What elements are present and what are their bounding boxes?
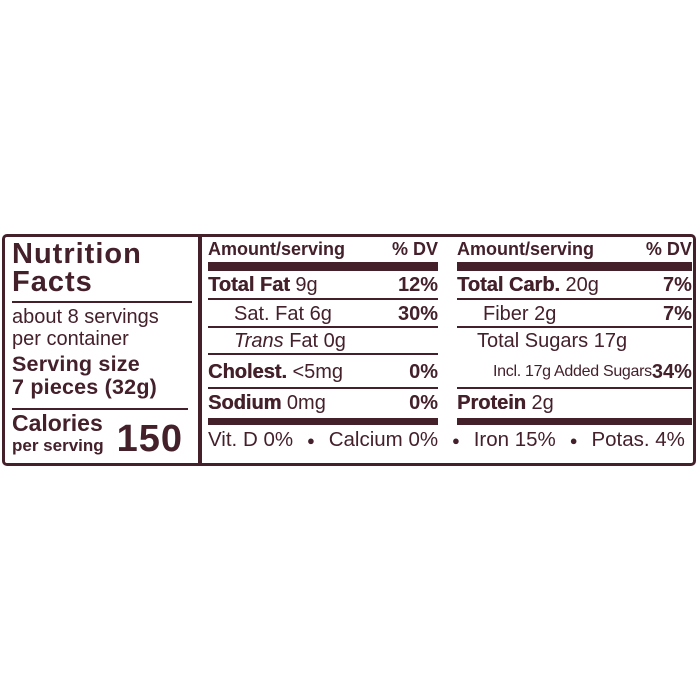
nutrient-name: Incl. 17g Added Sugars — [493, 363, 652, 380]
nutrient-name: Total Fat — [208, 274, 290, 296]
calories-labels: Calories per serving — [12, 410, 104, 455]
servings-line-2: per container — [12, 327, 129, 350]
bullet-separator: ● — [451, 432, 460, 448]
nutrient-amount: 9g — [295, 274, 318, 296]
calories-value: 150 — [116, 418, 184, 460]
nutrient-amount: <5mg — [292, 360, 344, 383]
calories-block: Calories per serving 150 — [12, 410, 194, 460]
nutrient-name: Sodium — [208, 392, 282, 414]
header-amount-serving: Amount/serving — [457, 239, 595, 259]
micronutrient-vitamin-d: Vit. D 0% — [208, 428, 294, 451]
serving-size-value: 7 pieces (32g) — [12, 375, 158, 399]
divider-rule — [12, 301, 192, 303]
nutrient-columns: Amount/serving % DV Total Fat 9g 12% Sat… — [202, 237, 695, 425]
thick-bar — [208, 264, 438, 271]
label-title: Nutrition Facts — [12, 238, 194, 298]
header-amount-serving: Amount/serving — [208, 239, 346, 259]
row-total-sugars: Total Sugars 17g — [457, 328, 692, 355]
row-sodium: Sodium 0mg 0% — [208, 389, 438, 418]
nutrient-name: Total Sugars — [477, 330, 589, 352]
carb-column: Amount/serving % DV Total Carb. 20g 7% F… — [446, 237, 695, 425]
row-total-carb: Total Carb. 20g 7% — [457, 271, 692, 300]
title-line-1: Nutrition — [12, 238, 142, 270]
header-percent-dv: % DV — [645, 239, 692, 259]
carb-column-header: Amount/serving % DV — [457, 237, 692, 264]
nutrient-dv: 0% — [409, 360, 438, 383]
nutrient-name-italic: Trans — [234, 330, 284, 352]
nutrient-dv: 0% — [409, 392, 438, 414]
row-total-fat: Total Fat 9g 12% — [208, 271, 438, 300]
nutrient-name: Total Carb. — [457, 274, 560, 296]
row-fiber: Fiber 2g 7% — [457, 300, 692, 328]
header-percent-dv: % DV — [391, 239, 438, 259]
micronutrient-potassium: Potas. 4% — [591, 428, 685, 451]
fat-column-header: Amount/serving % DV — [208, 237, 438, 264]
nutrient-name: Fiber — [483, 302, 529, 325]
micronutrient-iron: Iron 15% — [473, 428, 556, 451]
nutrition-summary-panel: Nutrition Facts about 8 servings per con… — [5, 237, 202, 463]
nutrient-dv: 7% — [662, 302, 692, 325]
row-sat-fat: Sat. Fat 6g 30% — [208, 300, 438, 328]
nutrient-amount: 17g — [593, 330, 628, 352]
nutrition-facts-label: Nutrition Facts about 8 servings per con… — [2, 234, 696, 466]
nutrient-name: Fat — [289, 330, 319, 352]
micronutrients-row: Vit. D 0% ● Calcium 0% ● Iron 15% ● Pota… — [202, 425, 695, 463]
row-cholesterol: Cholest. <5mg 0% — [208, 355, 438, 389]
nutrient-dv: 7% — [662, 274, 692, 296]
nutrient-amount: 0mg — [286, 392, 326, 414]
servings-per-container: about 8 servings per container — [12, 306, 194, 350]
nutrient-amount: 2g — [531, 392, 554, 414]
nutrient-amount: 2g — [534, 302, 557, 325]
bullet-separator: ● — [306, 432, 315, 448]
bullet-separator: ● — [569, 432, 578, 448]
serving-size-label: Serving size — [12, 352, 140, 376]
nutrient-dv: 30% — [397, 302, 438, 325]
row-added-sugars: Incl. 17g Added Sugars 34% — [457, 355, 692, 389]
row-trans-fat: Trans Fat 0g — [208, 328, 438, 355]
nutrient-dv: 12% — [397, 274, 438, 296]
fat-column: Amount/serving % DV Total Fat 9g 12% Sat… — [202, 237, 446, 425]
thick-bar — [208, 418, 438, 425]
nutrient-name: Protein — [457, 392, 526, 414]
thick-bar — [457, 418, 692, 425]
micronutrient-calcium: Calcium 0% — [328, 428, 439, 451]
nutrient-name: Cholest. — [208, 360, 287, 383]
title-line-2: Facts — [12, 266, 93, 298]
nutrient-amount: 0g — [323, 330, 346, 352]
servings-line-1: about 8 servings — [12, 306, 159, 328]
calories-sublabel: per serving — [12, 436, 104, 455]
thick-bar — [457, 264, 692, 271]
nutrient-amount: 20g — [565, 274, 599, 296]
calories-label: Calories — [12, 410, 103, 436]
nutrient-dv: 34% — [651, 360, 692, 383]
divider-rule — [12, 408, 188, 410]
nutrient-name: Sat. Fat — [234, 302, 305, 325]
serving-size: Serving size 7 pieces (32g) — [12, 353, 194, 399]
nutrient-tables: Amount/serving % DV Total Fat 9g 12% Sat… — [202, 237, 695, 463]
nutrient-amount: 6g — [309, 302, 332, 325]
row-protein: Protein 2g — [457, 389, 692, 418]
